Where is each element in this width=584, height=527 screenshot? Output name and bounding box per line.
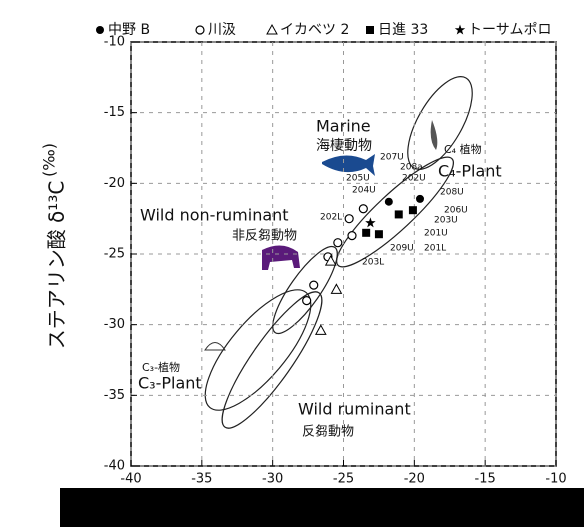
legend-label: 日進 33: [378, 22, 428, 38]
plant-icon: [205, 343, 225, 351]
x-tick-label: -35: [191, 472, 212, 487]
point: [310, 281, 318, 289]
corn-icon: [431, 120, 438, 150]
annotation: 202U: [402, 174, 426, 184]
annotation: Marine: [316, 117, 371, 136]
annotation: 非反芻動物: [232, 229, 297, 244]
annotation: 反芻動物: [302, 425, 354, 440]
annotation: C₃-Plant: [138, 374, 202, 393]
y-tick-label: -25: [104, 247, 125, 262]
y-tick-label: -20: [104, 176, 125, 191]
annotation: 208U: [440, 188, 464, 198]
boar-icon: [262, 245, 300, 270]
annotation: C₄ 植物: [444, 142, 482, 156]
legend-label: 中野 B: [108, 22, 150, 38]
legend-marker: [366, 26, 374, 34]
x-tick-label: -30: [262, 472, 283, 487]
legend-label: トーサムポロ: [468, 22, 551, 38]
y-axis-unit: (‰): [40, 143, 59, 177]
annotation: 205U: [346, 174, 370, 184]
annotation: 201U: [424, 229, 448, 239]
annotation: 208a: [400, 163, 423, 173]
point: [345, 215, 353, 223]
annotation: 201L: [424, 244, 446, 254]
point: [385, 198, 393, 206]
chart: ステアリン酸 δ¹³C (‰) -40 -35 -30 -25 -20 -15 -10 -40…: [0, 0, 584, 527]
point: [316, 325, 326, 334]
point: [375, 230, 383, 238]
annotation: Wild non-ruminant: [140, 206, 289, 225]
point: [395, 210, 403, 218]
annotation: 海棲動物: [316, 138, 372, 154]
legend-label: 川汲: [208, 22, 236, 38]
x-tick-label: -10: [545, 472, 566, 487]
point: [362, 229, 370, 237]
annotation: 203L: [362, 258, 384, 268]
point: [409, 206, 417, 214]
legend-marker: [267, 25, 277, 34]
point: [359, 205, 367, 213]
annotation: 204U: [352, 186, 376, 196]
point: [331, 284, 341, 293]
y-tick-label: -15: [104, 105, 125, 120]
point: [365, 217, 375, 227]
annotation: 202L: [320, 213, 342, 223]
black-bar: [60, 488, 584, 527]
x-tick-label: -20: [404, 472, 425, 487]
x-tick-label: -25: [333, 472, 354, 487]
y-tick-label: -40: [104, 459, 125, 474]
annotation: 206U: [444, 206, 468, 216]
point: [334, 239, 342, 247]
annotation: 203U: [434, 216, 458, 226]
y-axis-label: ステアリン酸 δ¹³C: [45, 181, 69, 350]
point: [303, 297, 311, 305]
legend-marker: [455, 25, 465, 35]
legend-marker: [196, 26, 204, 34]
y-tick-label: -35: [104, 388, 125, 403]
y-tick-label: -30: [104, 317, 125, 332]
point: [348, 232, 356, 240]
legend-marker: [96, 26, 104, 34]
point: [416, 195, 424, 203]
annotation: C₄-Plant: [438, 162, 502, 181]
x-tick-label: -15: [475, 472, 496, 487]
x-tick-label: -40: [120, 472, 141, 487]
annotation: Wild ruminant: [298, 400, 411, 419]
annotation: 207U: [380, 153, 404, 163]
legend-label: イカベツ 2: [280, 22, 349, 38]
annotation: C₃-植物: [142, 360, 180, 374]
annotation: 209U: [390, 244, 414, 254]
